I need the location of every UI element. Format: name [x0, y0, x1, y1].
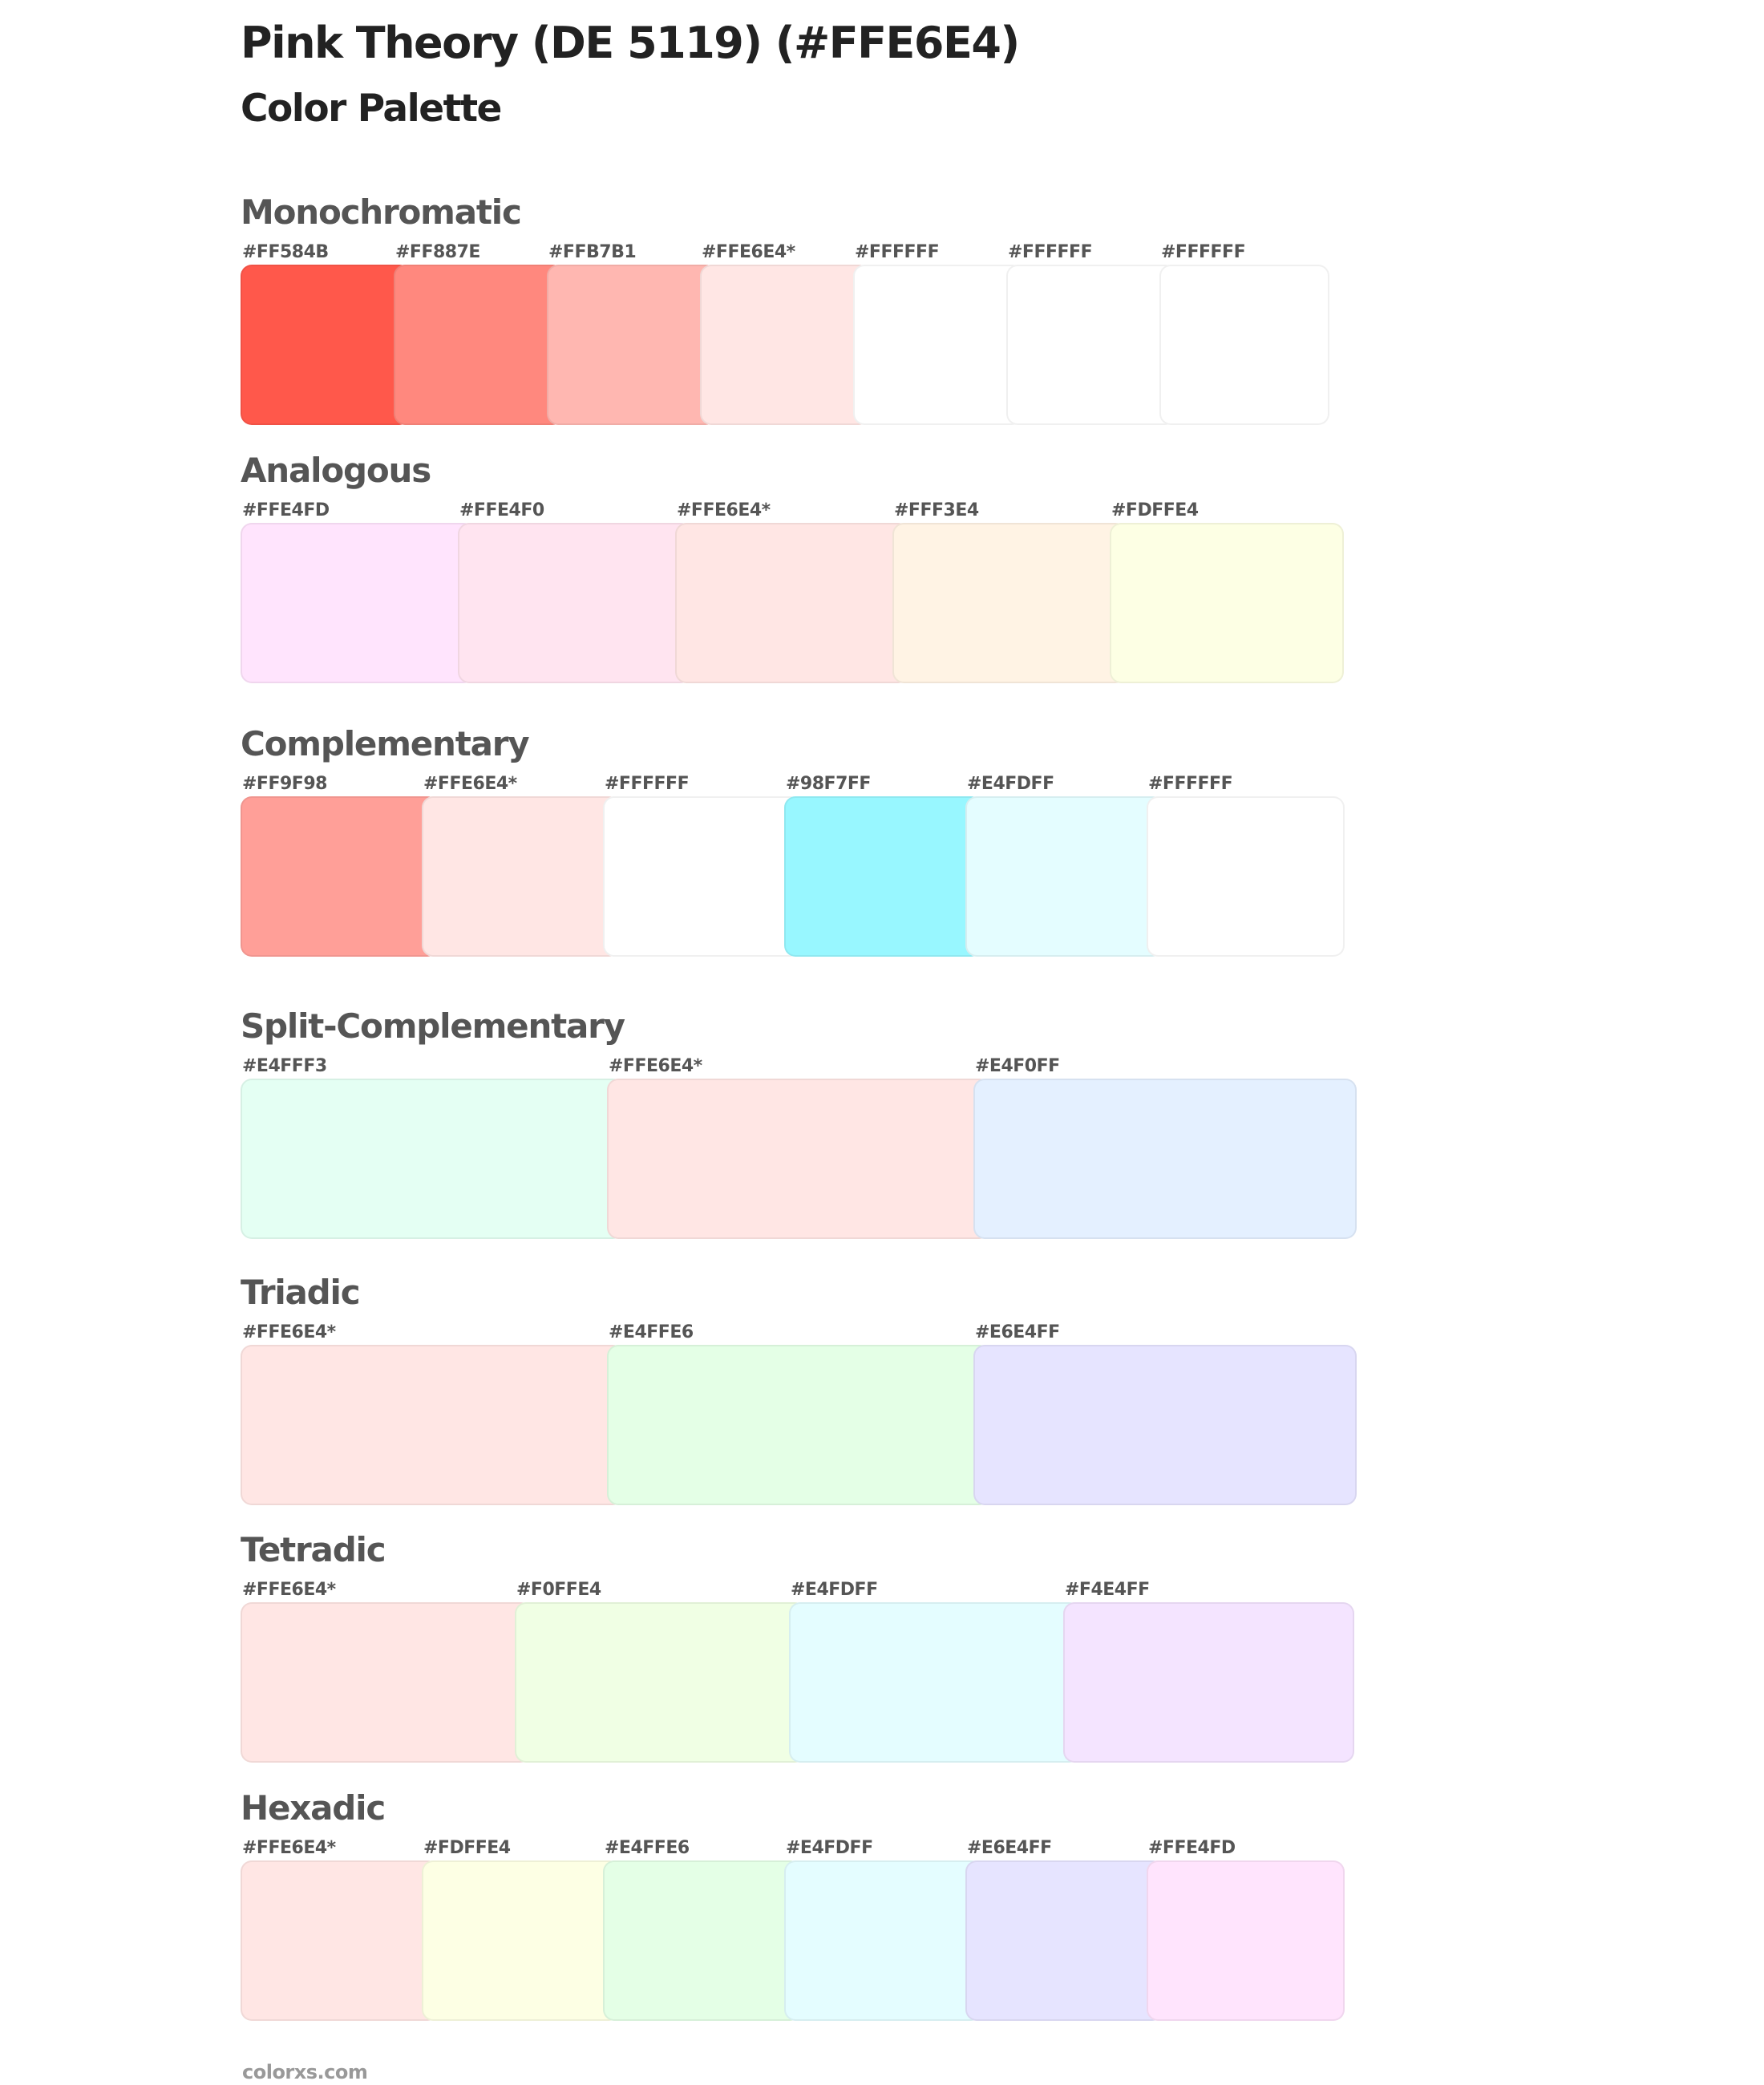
site-link[interactable]: colorxs.com: [242, 2061, 368, 2083]
swatch-label: #FFE6E4*: [242, 1322, 336, 1342]
color-swatch[interactable]: [1147, 1860, 1345, 2021]
color-swatch[interactable]: [1110, 523, 1344, 683]
swatch-label: #98F7FF: [786, 774, 871, 794]
swatch-label: #FFE4F0: [459, 500, 544, 520]
color-swatch[interactable]: [458, 523, 692, 683]
color-swatch[interactable]: [789, 1602, 1080, 1763]
section-title: Analogous: [241, 451, 431, 490]
color-swatch[interactable]: [853, 265, 1023, 425]
color-swatch[interactable]: [607, 1345, 990, 1505]
page-title: Pink Theory (DE 5119) (#FFE6E4): [241, 18, 1020, 68]
color-swatch[interactable]: [892, 523, 1127, 683]
swatch-label: #FF887E: [395, 242, 480, 262]
color-swatch[interactable]: [241, 523, 475, 683]
swatch-label: #FFB7B1: [548, 242, 637, 262]
swatch-label: #FFFFFF: [1008, 242, 1093, 262]
section-title: Monochromatic: [241, 192, 522, 232]
swatch-label: #E4FFF3: [242, 1056, 327, 1076]
swatch-label: #F4E4FF: [1065, 1580, 1150, 1600]
section-title: Complementary: [241, 724, 530, 763]
swatch-label: #FFE4FD: [242, 500, 330, 520]
section-title: Hexadic: [241, 1788, 386, 1828]
swatch-label: #FDFFE4: [423, 1838, 511, 1858]
swatch-label: #FFFFFF: [1161, 242, 1246, 262]
color-swatch[interactable]: [1063, 1602, 1354, 1763]
swatch-label: #E4FDFF: [786, 1838, 873, 1858]
color-swatch[interactable]: [394, 265, 564, 425]
swatch-label: #FFFFFF: [605, 774, 690, 794]
color-swatch[interactable]: [973, 1345, 1357, 1505]
color-swatch[interactable]: [675, 523, 909, 683]
swatch-label: #FFE6E4*: [242, 1580, 336, 1600]
color-swatch[interactable]: [603, 1860, 801, 2021]
color-swatch[interactable]: [784, 796, 982, 957]
color-swatch[interactable]: [973, 1079, 1357, 1239]
swatch-label: #E4FDFF: [967, 774, 1054, 794]
swatch-label: #FDFFE4: [1111, 500, 1199, 520]
swatch-label: #F0FFE4: [516, 1580, 601, 1600]
swatch-label: #FFFFFF: [1148, 774, 1233, 794]
color-swatch[interactable]: [547, 265, 717, 425]
color-swatch[interactable]: [515, 1602, 806, 1763]
swatch-label: #FFE6E4*: [242, 1838, 336, 1858]
section-title: Split-Complementary: [241, 1006, 625, 1046]
color-swatch[interactable]: [241, 1602, 532, 1763]
swatch-label: #FFE6E4*: [702, 242, 795, 262]
page-subtitle: Color Palette: [241, 87, 502, 131]
swatch-label: #E4FFE6: [605, 1838, 690, 1858]
swatch-label: #FF584B: [242, 242, 329, 262]
color-swatch[interactable]: [603, 796, 801, 957]
swatch-label: #FFE4FD: [1148, 1838, 1236, 1858]
color-swatch[interactable]: [1006, 265, 1176, 425]
swatch-label: #FFE6E4*: [423, 774, 517, 794]
color-swatch[interactable]: [607, 1079, 990, 1239]
color-swatch[interactable]: [1159, 265, 1329, 425]
swatch-label: #E4FDFF: [791, 1580, 878, 1600]
swatch-label: #E6E4FF: [975, 1322, 1060, 1342]
color-swatch[interactable]: [422, 1860, 620, 2021]
swatch-label: #FFE6E4*: [677, 500, 771, 520]
color-swatch[interactable]: [784, 1860, 982, 2021]
swatch-label: #FFF3E4: [894, 500, 979, 520]
color-swatch[interactable]: [422, 796, 620, 957]
swatch-label: #E6E4FF: [967, 1838, 1052, 1858]
color-swatch[interactable]: [965, 796, 1163, 957]
color-swatch[interactable]: [965, 1860, 1163, 2021]
section-title: Triadic: [241, 1273, 361, 1312]
swatch-label: #E4FFE6: [609, 1322, 694, 1342]
swatch-label: #E4F0FF: [975, 1056, 1060, 1076]
color-swatch[interactable]: [241, 1860, 439, 2021]
color-swatch[interactable]: [241, 1345, 624, 1505]
swatch-label: #FFE6E4*: [609, 1056, 702, 1076]
color-swatch[interactable]: [1147, 796, 1345, 957]
color-swatch[interactable]: [700, 265, 870, 425]
section-title: Tetradic: [241, 1530, 386, 1569]
color-swatch[interactable]: [241, 1079, 624, 1239]
swatch-label: #FFFFFF: [855, 242, 940, 262]
color-swatch[interactable]: [241, 265, 411, 425]
swatch-label: #FF9F98: [242, 774, 327, 794]
color-swatch[interactable]: [241, 796, 439, 957]
